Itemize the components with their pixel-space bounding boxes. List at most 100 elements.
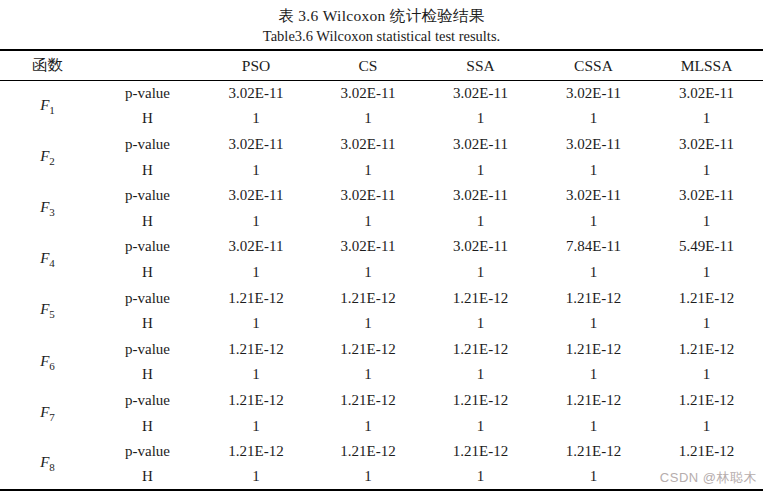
metric-label-h: H <box>95 208 200 234</box>
wilcoxon-results-table: 函数 PSO CS SSA CSSA MLSSA F1p-value3.02E-… <box>0 49 763 491</box>
pvalue-cell: 1.21E-12 <box>424 439 537 465</box>
h-cell: 1 <box>537 464 650 490</box>
pvalue-cell: 3.02E-11 <box>650 132 763 158</box>
column-header-metric <box>95 50 200 81</box>
table-title-chinese: 表 3.6 Wilcoxon 统计检验结果 <box>0 5 763 26</box>
h-cell: 1 <box>200 311 312 337</box>
h-cell: 1 <box>650 413 763 439</box>
h-cell: 1 <box>424 260 537 286</box>
column-header-mlssa: MLSSA <box>650 50 763 81</box>
pvalue-cell: 1.21E-12 <box>650 285 763 311</box>
table-row-pvalue: F7p-value1.21E-121.21E-121.21E-121.21E-1… <box>0 388 763 414</box>
h-cell: 1 <box>537 362 650 388</box>
pvalue-cell: 3.02E-11 <box>424 132 537 158</box>
pvalue-cell: 1.21E-12 <box>650 388 763 414</box>
table-row-h: H11111 <box>0 311 763 337</box>
pvalue-cell: 3.02E-11 <box>537 183 650 209</box>
pvalue-cell: 1.21E-12 <box>424 285 537 311</box>
table-row-h: H11111 <box>0 362 763 388</box>
metric-label-pvalue: p-value <box>95 439 200 465</box>
pvalue-cell: 3.02E-11 <box>312 183 424 209</box>
function-label: F5 <box>0 285 95 336</box>
table-row-h: H11111 <box>0 208 763 234</box>
pvalue-cell: 1.21E-12 <box>537 285 650 311</box>
h-cell: 1 <box>537 311 650 337</box>
h-cell: 1 <box>200 106 312 132</box>
h-cell: 1 <box>200 413 312 439</box>
pvalue-cell: 1.21E-12 <box>650 336 763 362</box>
function-label: F1 <box>0 81 95 132</box>
h-cell: 1 <box>424 362 537 388</box>
h-cell: 1 <box>424 106 537 132</box>
h-cell: 1 <box>424 311 537 337</box>
pvalue-cell: 3.02E-11 <box>537 132 650 158</box>
function-label: F2 <box>0 132 95 183</box>
pvalue-cell: 3.02E-11 <box>200 183 312 209</box>
table-row-h: H11111 <box>0 106 763 132</box>
table-row-pvalue: F5p-value1.21E-121.21E-121.21E-121.21E-1… <box>0 285 763 311</box>
pvalue-cell: 1.21E-12 <box>537 439 650 465</box>
table-caption: 表 3.6 Wilcoxon 统计检验结果 Table3.6 Wilcoxon … <box>0 0 763 46</box>
h-cell: 1 <box>650 208 763 234</box>
table-row-pvalue: F6p-value1.21E-121.21E-121.21E-121.21E-1… <box>0 336 763 362</box>
metric-label-h: H <box>95 464 200 490</box>
column-header-pso: PSO <box>200 50 312 81</box>
column-header-function: 函数 <box>0 50 95 81</box>
metric-label-h: H <box>95 362 200 388</box>
h-cell: 1 <box>424 157 537 183</box>
h-cell: 1 <box>312 260 424 286</box>
column-header-cs: CS <box>312 50 424 81</box>
pvalue-cell: 1.21E-12 <box>200 388 312 414</box>
h-cell: 1 <box>650 106 763 132</box>
h-cell: 1 <box>312 208 424 234</box>
h-cell: 1 <box>200 208 312 234</box>
csdn-watermark: CSDN @林聪木 <box>658 469 757 487</box>
metric-label-pvalue: p-value <box>95 234 200 260</box>
h-cell: 1 <box>424 464 537 490</box>
h-cell: 1 <box>312 362 424 388</box>
metric-label-h: H <box>95 157 200 183</box>
pvalue-cell: 3.02E-11 <box>424 183 537 209</box>
table-row-h: H11111 <box>0 464 763 490</box>
table-header-row: 函数 PSO CS SSA CSSA MLSSA <box>0 50 763 81</box>
h-cell: 1 <box>537 157 650 183</box>
pvalue-cell: 3.02E-11 <box>537 81 650 107</box>
h-cell: 1 <box>650 362 763 388</box>
h-cell: 1 <box>537 413 650 439</box>
table-row-h: H11111 <box>0 260 763 286</box>
pvalue-cell: 1.21E-12 <box>312 336 424 362</box>
function-label: F7 <box>0 388 95 439</box>
table-row-pvalue: F8p-value1.21E-121.21E-121.21E-121.21E-1… <box>0 439 763 465</box>
pvalue-cell: 3.02E-11 <box>312 234 424 260</box>
pvalue-cell: 1.21E-12 <box>424 336 537 362</box>
pvalue-cell: 1.21E-12 <box>537 388 650 414</box>
table-row-h: H11111 <box>0 157 763 183</box>
pvalue-cell: 1.21E-12 <box>312 388 424 414</box>
table-title-english: Table3.6 Wilcoxon statistical test resul… <box>0 26 763 46</box>
pvalue-cell: 3.02E-11 <box>650 183 763 209</box>
pvalue-cell: 3.02E-11 <box>650 81 763 107</box>
metric-label-pvalue: p-value <box>95 132 200 158</box>
h-cell: 1 <box>424 413 537 439</box>
table-row-pvalue: F2p-value3.02E-113.02E-113.02E-113.02E-1… <box>0 132 763 158</box>
h-cell: 1 <box>312 311 424 337</box>
column-header-ssa: SSA <box>424 50 537 81</box>
pvalue-cell: 3.02E-11 <box>312 81 424 107</box>
pvalue-cell: 1.21E-12 <box>650 439 763 465</box>
function-label: F8 <box>0 439 95 490</box>
pvalue-cell: 3.02E-11 <box>424 234 537 260</box>
pvalue-cell: 1.21E-12 <box>200 336 312 362</box>
h-cell: 1 <box>650 311 763 337</box>
metric-label-pvalue: p-value <box>95 388 200 414</box>
function-label: F4 <box>0 234 95 285</box>
pvalue-cell: 3.02E-11 <box>200 132 312 158</box>
table-row-pvalue: F4p-value3.02E-113.02E-113.02E-117.84E-1… <box>0 234 763 260</box>
pvalue-cell: 1.21E-12 <box>200 285 312 311</box>
metric-label-pvalue: p-value <box>95 336 200 362</box>
page: 表 3.6 Wilcoxon 统计检验结果 Table3.6 Wilcoxon … <box>0 0 763 498</box>
column-header-cssa: CSSA <box>537 50 650 81</box>
table-body: F1p-value3.02E-113.02E-113.02E-113.02E-1… <box>0 81 763 491</box>
pvalue-cell: 1.21E-12 <box>312 285 424 311</box>
function-label: F6 <box>0 336 95 387</box>
metric-label-h: H <box>95 311 200 337</box>
